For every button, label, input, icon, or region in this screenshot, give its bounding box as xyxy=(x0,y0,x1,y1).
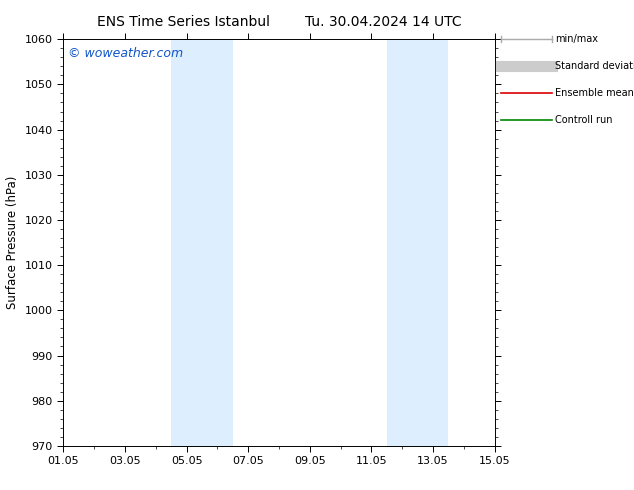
Text: Ensemble mean run: Ensemble mean run xyxy=(555,88,634,98)
Text: © woweather.com: © woweather.com xyxy=(68,48,183,60)
Text: min/max: min/max xyxy=(555,34,598,44)
Text: Controll run: Controll run xyxy=(555,115,612,125)
Bar xyxy=(387,39,448,446)
Text: ENS Time Series Istanbul        Tu. 30.04.2024 14 UTC: ENS Time Series Istanbul Tu. 30.04.2024 … xyxy=(96,15,462,29)
Text: Standard deviation: Standard deviation xyxy=(555,61,634,71)
Y-axis label: Surface Pressure (hPa): Surface Pressure (hPa) xyxy=(6,176,19,309)
Bar xyxy=(171,39,233,446)
